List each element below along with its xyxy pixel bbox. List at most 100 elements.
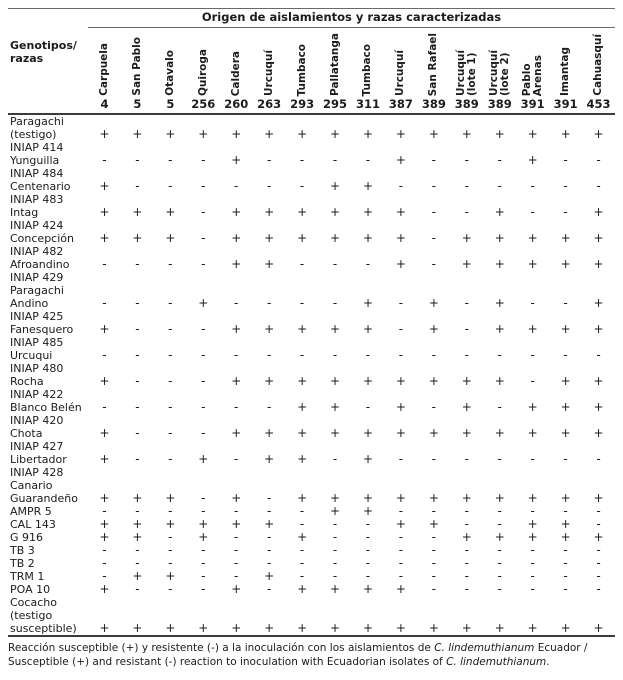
reaction-cell: +	[362, 621, 373, 635]
reaction-cell: +	[428, 127, 439, 141]
reaction-cell: +	[560, 231, 571, 245]
column-origin-label: Urcuquí	[253, 30, 286, 96]
reaction-cell: +	[99, 517, 110, 531]
reaction-cell: -	[234, 296, 239, 310]
column-race-number: 260	[224, 97, 249, 111]
reaction-cell: -	[398, 452, 404, 466]
reaction-cell: -	[201, 582, 206, 596]
reaction-cell: -	[398, 179, 404, 193]
reaction-cell: -	[530, 543, 535, 557]
reaction-cell: +	[494, 322, 505, 336]
column-origin-text: Tumbaco	[295, 43, 308, 96]
reaction-cell: -	[464, 452, 469, 466]
reaction-cell: +	[165, 621, 176, 635]
reaction-cell: +	[165, 231, 176, 245]
reaction-cell: +	[330, 205, 341, 219]
reaction-cell: +	[297, 491, 308, 505]
reaction-cell: -	[464, 556, 469, 570]
species-name: C. lindemuthianum	[434, 642, 535, 654]
reaction-cell: +	[362, 504, 373, 518]
reaction-cell: -	[332, 556, 338, 570]
reaction-cell: +	[99, 322, 110, 336]
reaction-cell: -	[431, 400, 437, 414]
reaction-cell: +	[527, 231, 538, 245]
genotype-label: CAL 143	[10, 518, 56, 531]
reaction-cell: +	[461, 400, 472, 414]
reaction-cell: +	[527, 621, 538, 635]
reaction-cell: -	[266, 153, 272, 167]
reaction-cell: +	[527, 400, 538, 414]
reaction-cell: +	[132, 621, 143, 635]
reaction-cell: +	[428, 491, 439, 505]
reaction-cell: +	[395, 491, 406, 505]
reaction-cell: -	[201, 348, 206, 362]
reaction-cell: -	[365, 530, 371, 544]
reaction-cell: -	[563, 543, 568, 557]
reaction-cell: +	[428, 374, 439, 388]
table-row: AMPR 5 - - - - - - - + + - - - - - - -	[8, 504, 615, 519]
reaction-cell: +	[560, 127, 571, 141]
genotype-label: Cocacho (testigo susceptible)	[10, 596, 77, 635]
reaction-cell: +	[362, 231, 373, 245]
reaction-cell: +	[362, 205, 373, 219]
column-race-number: 453	[586, 97, 611, 111]
reaction-cell: -	[299, 179, 305, 193]
reaction-cell: -	[332, 517, 338, 531]
column-origin-label: San Pablo	[121, 30, 154, 96]
reaction-cell: +	[231, 231, 242, 245]
reaction-cell: -	[431, 205, 437, 219]
reaction-cell: -	[497, 504, 502, 518]
genotype-label: INIAP 429 Paragachi Andino	[10, 271, 64, 310]
columns-header: Origen de aislamientos y razas caracteri…	[88, 9, 615, 112]
column-race-number: 391	[553, 97, 578, 111]
reaction-cell: +	[593, 127, 604, 141]
reaction-cell: -	[563, 296, 568, 310]
reaction-cell: +	[99, 426, 110, 440]
table-row: TRM 1 - + + - - + - - - - - - - - - -	[8, 569, 615, 584]
reaction-cell: -	[530, 348, 535, 362]
reaction-cell: -	[596, 504, 601, 518]
column-race-number: 5	[166, 97, 175, 111]
column-origin-text: Pablo Arenas	[520, 54, 544, 96]
reaction-cell: -	[266, 296, 272, 310]
reaction-cell: -	[266, 179, 272, 193]
reaction-cell: -	[431, 452, 437, 466]
reaction-cell: +	[428, 296, 439, 310]
genotype-label: INIAP 484 Centenario	[10, 167, 71, 193]
reaction-cell: +	[165, 127, 176, 141]
table-body: Paragachi (testigo) + + + + + + + + + + + + + + + + INIAP…	[8, 115, 615, 637]
reaction-cell: +	[264, 426, 275, 440]
reaction-cell: +	[494, 127, 505, 141]
table-row: POA 10 + - - - + - + + + + - - - - - -	[8, 582, 615, 597]
column-race-number: 4	[100, 97, 109, 111]
reaction-cell: +	[231, 374, 242, 388]
genotype-label: AMPR 5	[10, 505, 52, 518]
reaction-cell: +	[198, 621, 209, 635]
reaction-cell: +	[165, 569, 176, 583]
column-origin-text: Urcuquí	[262, 50, 275, 96]
table-row: INIAP 480 Rocha + - - - + + + + + + + + + - + +	[8, 362, 615, 388]
table-row: INIAP 429 Paragachi Andino - - - + - - - - + - + - + -…	[8, 271, 615, 310]
reaction-cell: -	[596, 569, 601, 583]
reaction-cell: -	[201, 491, 206, 505]
reaction-cell: +	[362, 491, 373, 505]
reaction-cell: +	[560, 530, 571, 544]
reaction-cell: -	[102, 543, 107, 557]
table-row: G 916 + + - + - - + - - - - + + + + +	[8, 530, 615, 545]
reaction-cell: +	[132, 569, 143, 583]
reaction-cell: +	[297, 127, 308, 141]
reaction-cell: -	[332, 153, 338, 167]
table-row: INIAP 420 Chota + - - - + + + + + + + + + + + +	[8, 414, 615, 440]
origin-title: Origen de aislamientos y razas caracteri…	[88, 9, 615, 28]
column-origin-text: Pallatanga	[328, 33, 341, 96]
reaction-cell: +	[264, 621, 275, 635]
reaction-cell: +	[99, 530, 110, 544]
reaction-cell: +	[99, 452, 110, 466]
table-row: INIAP 414 Yunguilla - - - - + - - - - + - - - + - -	[8, 141, 615, 167]
genotype-label: G 916	[10, 531, 44, 544]
reaction-cell: -	[563, 452, 568, 466]
reaction-cell: +	[362, 452, 373, 466]
reaction-cell: +	[395, 127, 406, 141]
reaction-cell: +	[461, 621, 472, 635]
reaction-cell: -	[365, 543, 371, 557]
